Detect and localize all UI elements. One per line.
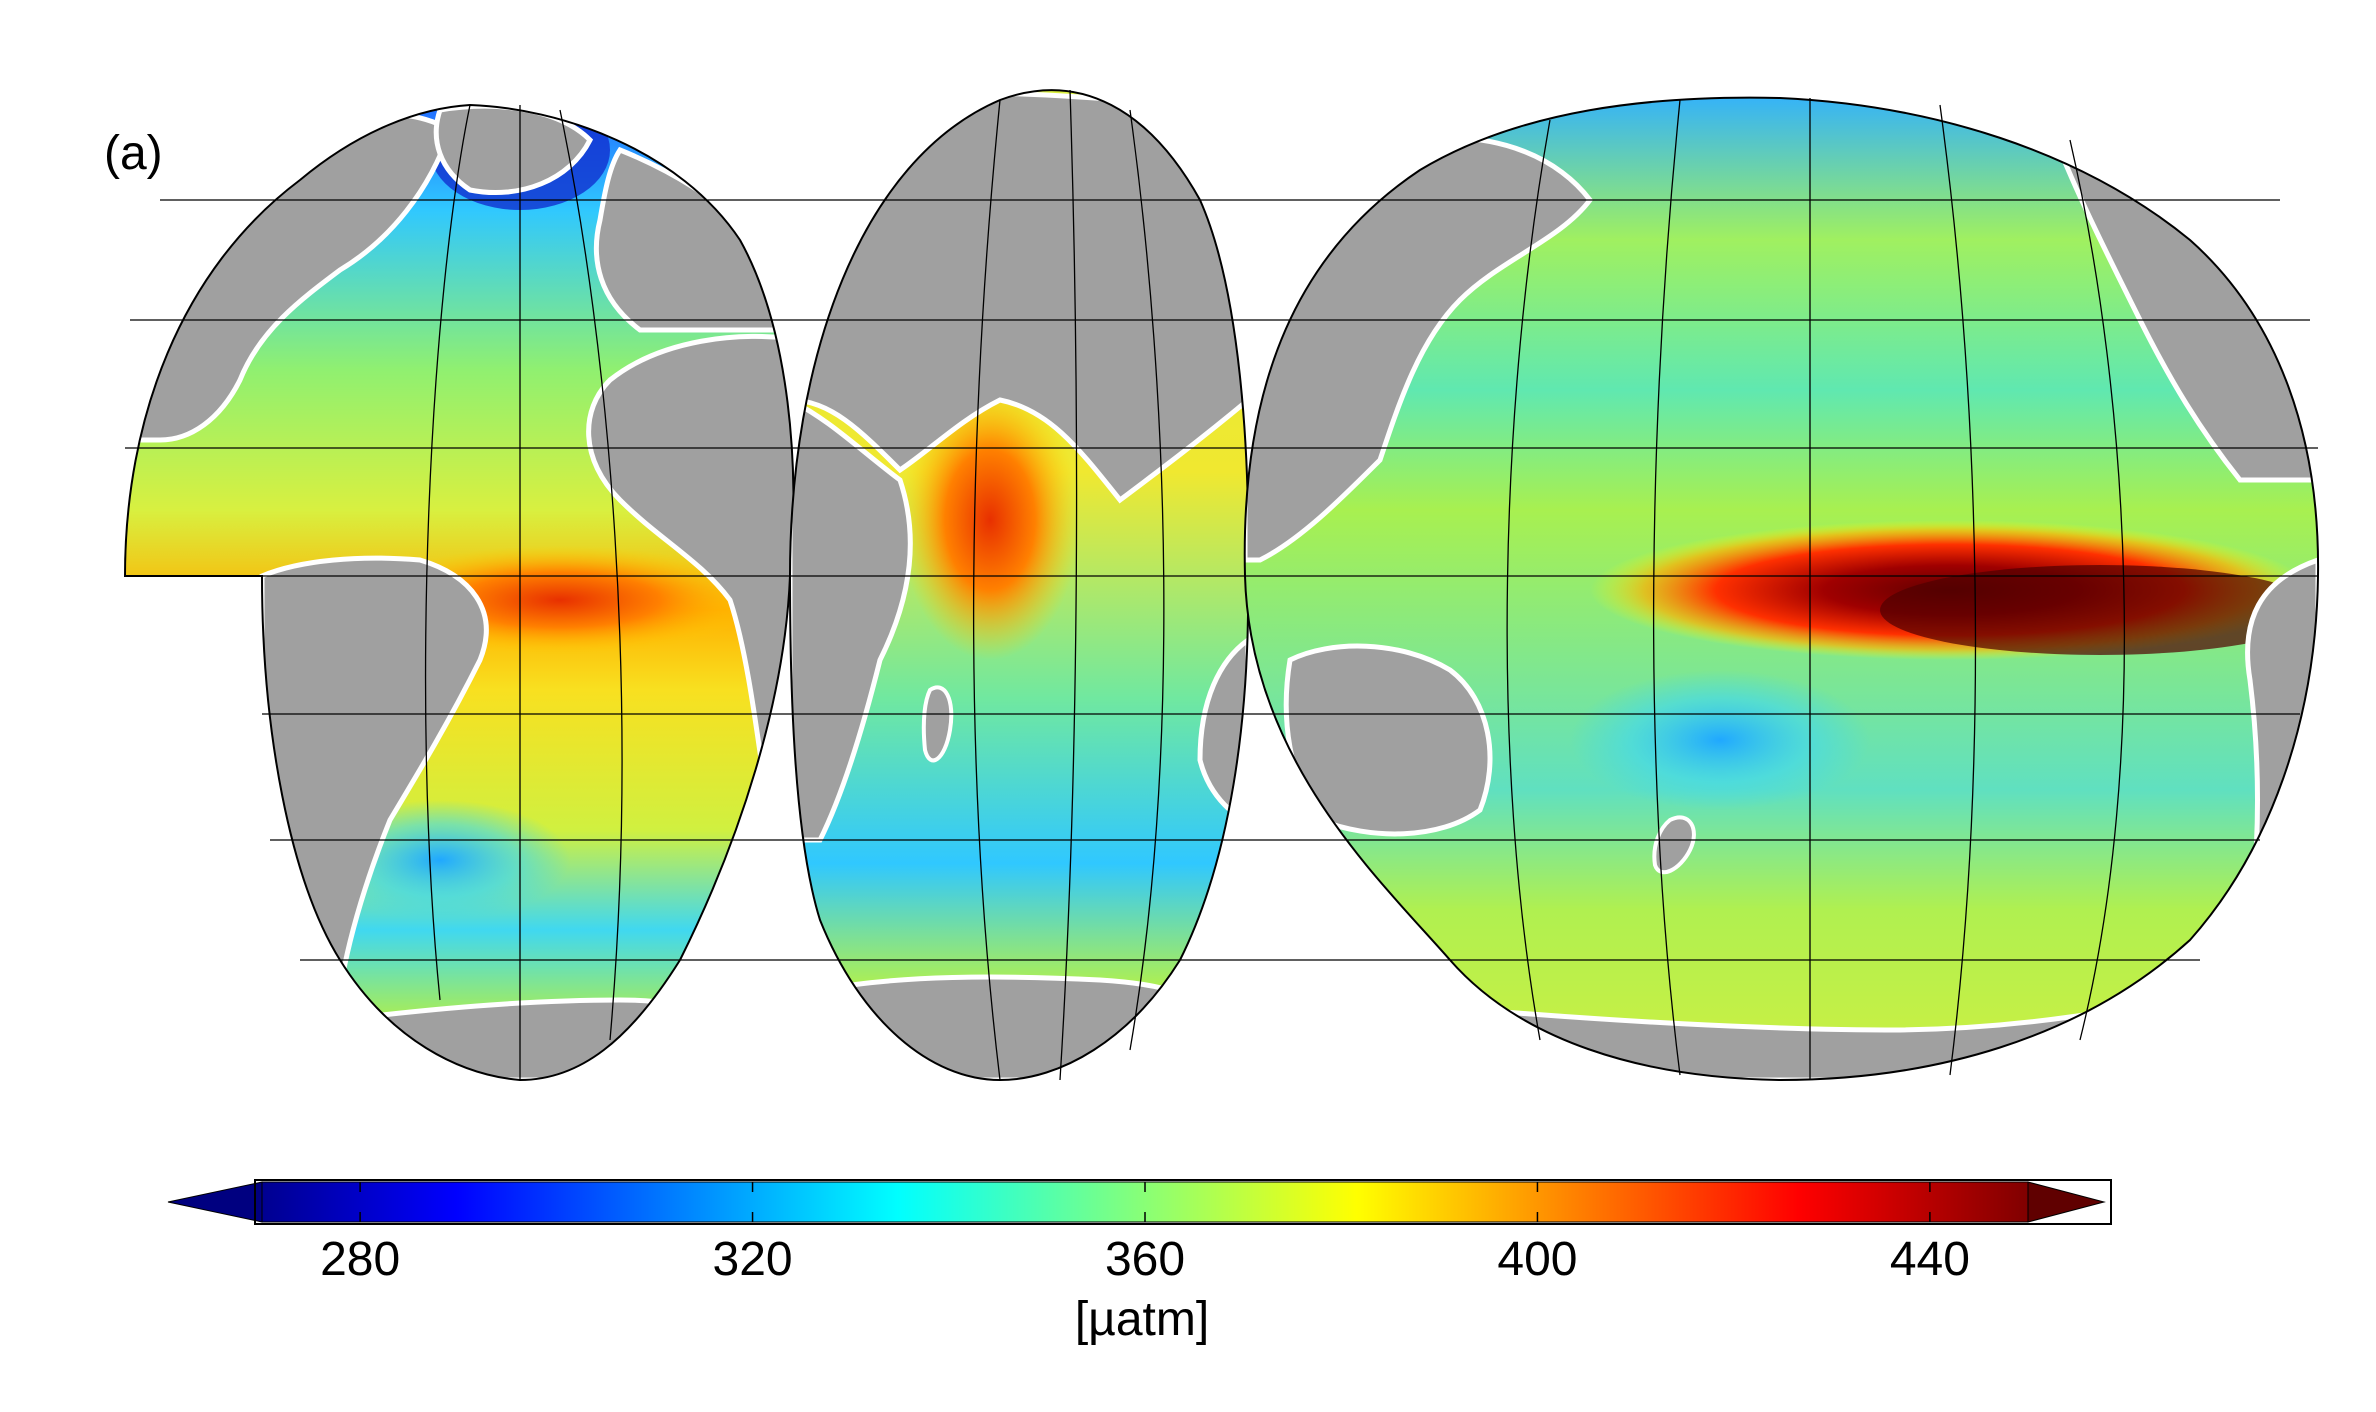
graticule-meridian <box>1129 109 1165 1051</box>
colorbar-tick-label-400: 400 <box>1497 1233 1578 1286</box>
colorbar-tick-label-440: 440 <box>1889 1233 1970 1286</box>
colorbar-unit-label: [µatm] <box>1074 1293 1210 1346</box>
pacific-lobe <box>1244 97 2319 1080</box>
land-africa-east <box>790 395 913 843</box>
graticule-meridian <box>1652 99 1681 1076</box>
land-antarctica-b <box>796 974 1249 1081</box>
graticule-meridian <box>559 109 623 1041</box>
colorbar-tick-label-360: 360 <box>1104 1233 1186 1286</box>
colorbar-frame <box>254 1179 2112 1225</box>
graticule-meridian <box>1506 119 1551 1041</box>
graticule <box>125 89 2318 1081</box>
colorbar-extend-high <box>2027 1181 2106 1223</box>
land-asia-west <box>790 90 1249 504</box>
indian-lobe-outline <box>788 89 1250 1082</box>
land-antarctica-a <box>295 997 764 1080</box>
colorbar <box>167 1179 2112 1225</box>
land-africa <box>586 333 794 823</box>
graticule-meridian <box>424 104 471 1001</box>
colorbar-extend-low <box>167 1181 263 1223</box>
land-europe <box>593 146 794 333</box>
graticule-meridian <box>2069 139 2126 1041</box>
panel-label: (a) <box>104 127 163 180</box>
atlantic-lobe <box>125 105 794 1080</box>
land-madagascar <box>921 685 954 763</box>
colorbar-tick-label-280: 280 <box>320 1233 401 1286</box>
indian-lobe <box>790 90 1249 1081</box>
colorbar-ticks <box>359 1182 1931 1222</box>
colorbar-tick-label-320: 320 <box>712 1233 793 1286</box>
land-south-america-west <box>2245 556 2319 923</box>
graticule-meridian <box>972 99 1001 1081</box>
graticule-meridian <box>1939 104 1977 1076</box>
graticule-meridian <box>1059 89 1078 1081</box>
land-new-zealand <box>1652 815 1696 875</box>
